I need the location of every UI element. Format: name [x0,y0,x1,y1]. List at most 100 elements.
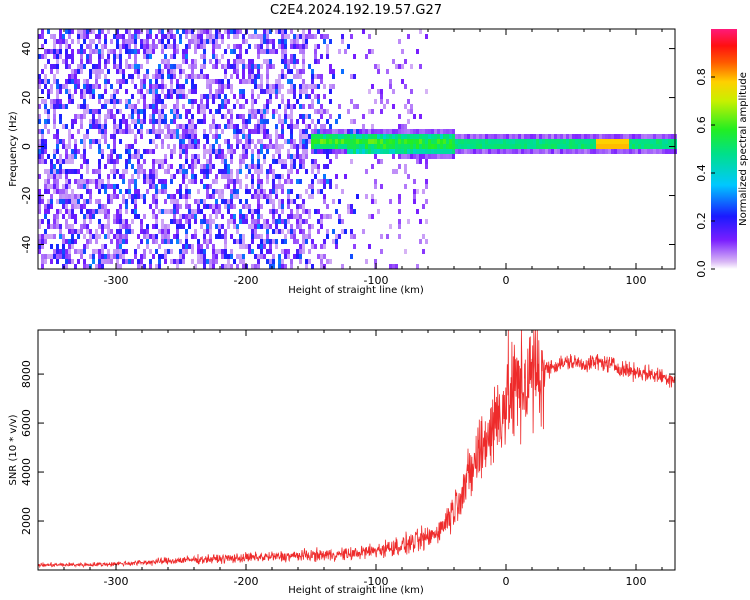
heatmap-cell [335,184,338,189]
heatmap-cell [299,154,302,159]
heatmap-cell [227,109,230,114]
heatmap-cell [323,94,326,99]
heatmap-cell [551,134,554,139]
heatmap-cell [92,29,95,34]
heatmap-cell [422,129,425,134]
heatmap-cell [200,109,203,114]
heatmap-cell [218,169,221,174]
heatmap-cell [314,159,317,164]
heatmap-cell [86,84,89,89]
heatmap-cell [65,54,68,59]
heatmap-cell [158,264,161,269]
heatmap-cell [371,134,374,139]
heatmap-cell [38,74,41,79]
heatmap-cell [254,189,257,194]
heatmap-cell [191,129,194,134]
heatmap-cell [206,224,209,229]
heatmap-cell [254,224,257,229]
heatmap-cell [398,129,401,134]
heatmap-cell [254,29,257,34]
heatmap-cell [152,199,155,204]
heatmap-cell [239,44,242,49]
snr-x-tick-label: 100 [626,575,647,588]
heatmap-cell [209,34,212,39]
heatmap-cell [89,199,92,204]
heatmap-cell [287,194,290,199]
snr-y-axis-label: SNR (10 * v/v) [8,414,19,485]
heatmap-cell [218,44,221,49]
heatmap-cell [275,239,278,244]
heatmap-cell [65,179,68,184]
heatmap-cell [113,254,116,259]
heatmap-cell [377,129,380,134]
heatmap-cell [89,189,92,194]
heatmap-cell [281,94,284,99]
heatmap-cell [92,259,95,264]
heatmap-cell [233,204,236,209]
heatmap-cell [74,199,77,204]
heatmap-cell [86,209,89,214]
heatmap-cell [206,184,209,189]
heatmap-cell [311,189,314,194]
heatmap-cell [401,154,404,159]
heatmap-cell [38,199,41,204]
heatmap-cell [182,84,185,89]
heatmap-cell [212,99,215,104]
heatmap-cell [254,109,257,114]
heatmap-cell [200,259,203,264]
heatmap-cell [320,79,323,84]
heatmap-cell [140,169,143,174]
heatmap-cell [62,244,65,249]
heatmap-cell [203,254,206,259]
heatmap-cell [89,44,92,49]
heatmap-cell [266,259,269,264]
heatmap-cell [128,34,131,39]
heatmap-cell [53,134,56,139]
heatmap-cell [80,29,83,34]
heatmap-cell [179,89,182,94]
heatmap-cell [275,29,278,34]
heatmap-cell [653,134,656,139]
heatmap-cell [404,184,407,189]
heatmap-cell [260,129,263,134]
heatmap-cell [236,34,239,39]
heatmap-cell [146,69,149,74]
heatmap-cell [119,49,122,54]
heatmap-cell [317,164,320,169]
heatmap-cell [278,84,281,89]
heatmap-cell [338,149,341,154]
heatmap-cell [98,114,101,119]
heatmap-cell [272,189,275,194]
heatmap-cell [242,244,245,249]
heatmap-cell [338,134,341,139]
heatmap-cell [224,49,227,54]
heatmap-cell [386,134,389,139]
heatmap-cell [398,234,401,239]
heatmap-cell [92,209,95,214]
heatmap-cell [143,159,146,164]
chart-title: C2E4.2024.192.19.57.G27 [270,3,442,18]
heatmap-cell [293,154,296,159]
heatmap-cell [140,129,143,134]
heatmap-cell [236,59,239,64]
heatmap-cell [227,164,230,169]
heatmap-cell [227,179,230,184]
heatmap-cell [173,44,176,49]
heatmap-cell [173,149,176,154]
heatmap-cell [272,204,275,209]
heatmap-cell [464,144,467,149]
heatmap-cell [149,119,152,124]
heatmap-cell [389,199,392,204]
heatmap-cell [299,244,302,249]
heatmap-cell [386,139,389,144]
heatmap-cell [203,164,206,169]
heatmap-cell [254,169,257,174]
heatmap-cell [44,74,47,79]
heatmap-cell [203,169,206,174]
heatmap-cell [224,139,227,144]
heatmap-cell [155,144,158,149]
heatmap-cell [86,104,89,109]
heatmap-cell [353,134,356,139]
heatmap-cell [314,34,317,39]
heatmap-cell [413,144,416,149]
